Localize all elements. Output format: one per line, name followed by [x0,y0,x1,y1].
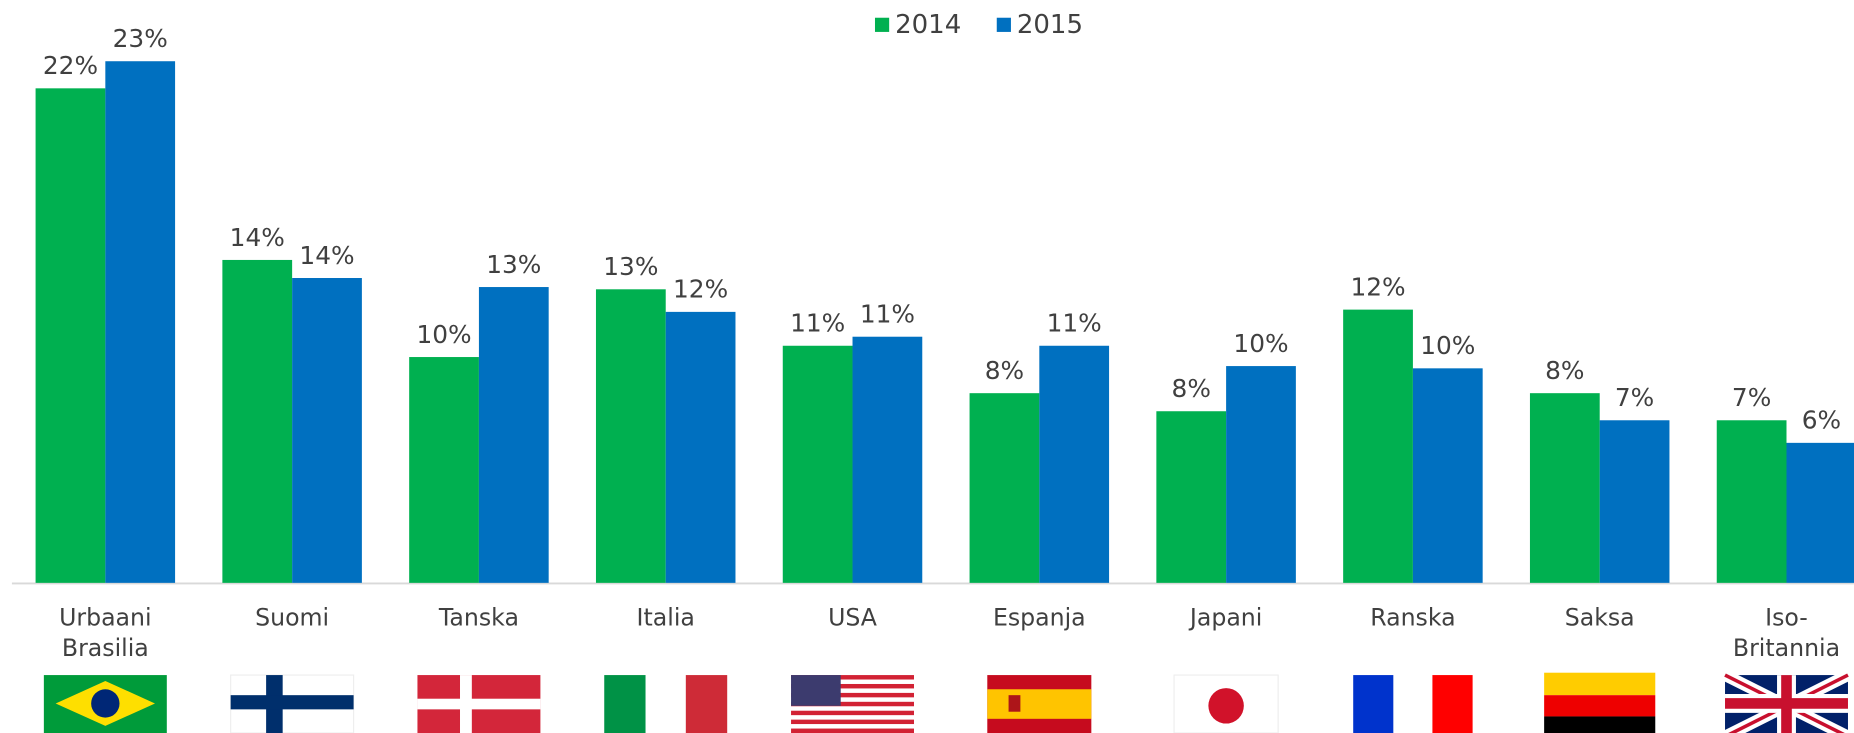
bar [222,259,293,583]
bar [105,61,176,583]
bar [1412,368,1483,583]
legend-label: 2015 [1017,10,1083,40]
flag-shape [417,698,541,710]
flag-stripe [791,701,914,707]
flag-shape [685,675,728,733]
flag-stripe [791,683,914,689]
flag [417,675,541,733]
flag-shape [91,689,120,718]
x-tick-label: Tanska [438,603,519,631]
bar [1599,420,1670,583]
value-label: 10% [1420,331,1475,360]
flag-shape [1393,675,1433,733]
flag-shape [1544,695,1656,717]
flag-stripe [791,692,914,698]
flag [987,675,1092,733]
value-label: 11% [860,300,915,329]
legend-swatch [996,17,1011,32]
bar [1529,393,1600,583]
bar [1343,309,1413,583]
value-label: 22% [43,51,98,80]
flag-shape [987,689,1092,719]
bar [1226,366,1296,583]
x-tick-label: USA [828,603,877,631]
value-label: 14% [299,241,354,270]
value-label: 14% [230,223,285,252]
value-label: 11% [1047,309,1102,338]
x-tick-label: Japani [1188,603,1262,631]
value-label: 11% [790,309,845,338]
flag [230,674,355,733]
bar [1156,411,1227,583]
value-label: 10% [1233,329,1288,358]
x-tick-label: Saksa [1565,603,1635,631]
flag-stripe [791,697,914,703]
flag-stripe [791,679,914,685]
value-label: 12% [1350,272,1405,301]
flag-stripe [791,688,914,694]
legend-swatch [874,17,890,32]
flag-stripe [791,675,914,680]
flag [1544,672,1656,733]
flag-shape [645,675,686,733]
flag-stripe [791,710,914,716]
flag-shape [1544,672,1656,696]
flag-shape [1008,695,1021,712]
bar [1039,345,1110,583]
flag-shape [1432,675,1473,733]
bar [409,357,479,583]
flag-shape [791,675,841,706]
value-label: 7% [1732,383,1771,412]
bar [665,311,736,583]
value-label: 13% [603,252,658,281]
value-label: 8% [1172,374,1211,403]
value-label: 13% [486,250,541,279]
flag-shape [1353,675,1394,733]
value-label: 12% [673,275,728,304]
flag-shape [230,695,354,710]
flag-stripe [791,724,914,729]
flag-shape [604,675,646,733]
flag-stripe [791,706,914,711]
flag [1353,675,1473,733]
value-label: 7% [1615,383,1654,412]
value-label: 8% [1545,356,1584,385]
x-tick-label: Suomi [255,603,329,631]
flag-shape [1544,716,1656,733]
flag [604,675,728,733]
x-tick-label: Italia [637,603,695,631]
bar [1716,420,1787,583]
flag-stripe [791,719,914,725]
bar [969,393,1040,583]
x-tick-label: Ranska [1370,603,1455,631]
bar [478,287,549,583]
value-label: 6% [1802,406,1841,435]
flag-stripe [791,715,914,720]
bar [1786,442,1854,583]
flag-shape [1725,675,1848,733]
legend-label: 2014 [895,10,961,40]
bar [35,88,106,583]
value-label: 23% [113,24,168,53]
x-tick-label: Espanja [993,603,1086,631]
flag [791,675,914,733]
bar [852,336,923,583]
bar [782,345,853,583]
flag [1722,669,1851,733]
bar [292,278,362,583]
bar [595,289,666,583]
x-tick-label: Iso-Britannia [1733,603,1840,662]
x-tick-label: Urbaani Brasilia [59,603,152,662]
value-label: 8% [985,356,1024,385]
flag [1173,674,1279,733]
value-label: 10% [416,320,471,349]
flag-shape [1208,688,1244,724]
flag-stripe [791,728,914,733]
flag [43,675,167,733]
